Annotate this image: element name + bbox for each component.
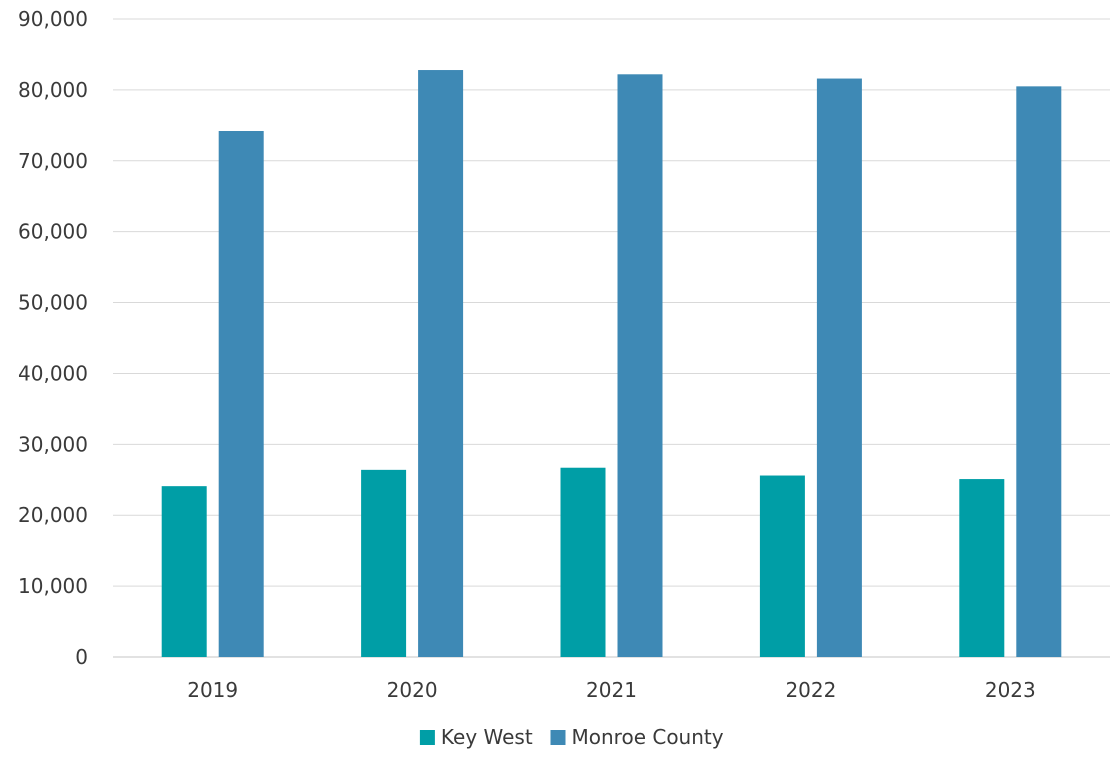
y-tick-label: 80,000	[18, 78, 88, 102]
bar-key-west-2022	[759, 475, 805, 657]
y-tick-label: 90,000	[18, 7, 88, 31]
legend-item: Monroe County	[550, 725, 724, 749]
bar-key-west-2020	[361, 469, 407, 657]
bar-key-west-2023	[959, 479, 1005, 657]
legend-item: Key West	[419, 725, 533, 749]
y-tick-label: 70,000	[18, 149, 88, 173]
x-tick-label: 2019	[187, 678, 238, 702]
bar-key-west-2021	[560, 467, 606, 657]
x-tick-label: 2022	[785, 678, 836, 702]
y-tick-label: 60,000	[18, 220, 88, 244]
x-tick-label: 2020	[387, 678, 438, 702]
x-axis-ticks: 2019 2020 2021 2022 2023	[187, 678, 1036, 702]
x-tick-label: 2021	[586, 678, 637, 702]
x-tick-label: 2023	[985, 678, 1036, 702]
bar-monroe-county-2020	[418, 70, 464, 658]
bar-monroe-county-2023	[1016, 86, 1062, 658]
bar-key-west-2019	[161, 486, 207, 657]
y-tick-label: 30,000	[18, 432, 88, 456]
y-tick-label: 20,000	[18, 503, 88, 527]
y-axis-ticks: 0 10,000 20,000 30,000 40,000 50,000 60,000 70,…	[18, 7, 88, 669]
bar-monroe-county-2019	[218, 131, 264, 657]
legend-label: Monroe County	[572, 725, 724, 749]
grid-lines	[113, 18, 1110, 658]
bars	[161, 70, 1062, 658]
legend: Key West Monroe County	[419, 725, 724, 749]
y-tick-label: 40,000	[18, 361, 88, 385]
bar-monroe-county-2021	[617, 74, 663, 657]
legend-label: Key West	[441, 725, 533, 749]
bar-monroe-county-2022	[816, 78, 862, 657]
y-tick-label: 50,000	[18, 291, 88, 315]
legend-swatch	[550, 730, 566, 745]
y-tick-label: 10,000	[18, 574, 88, 598]
legend-swatch	[419, 730, 435, 745]
y-tick-label: 0	[75, 645, 88, 669]
